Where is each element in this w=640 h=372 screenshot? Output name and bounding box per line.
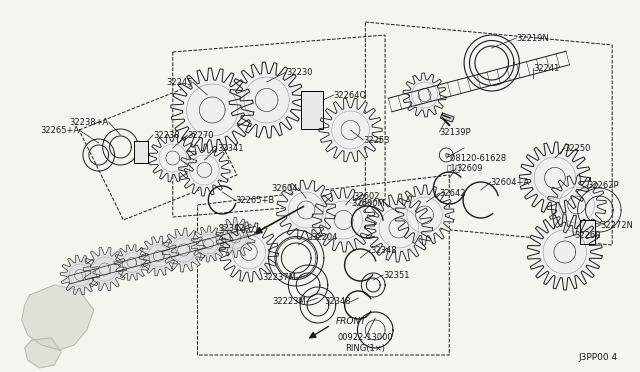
Polygon shape <box>312 188 375 252</box>
Text: J3PP00 4: J3PP00 4 <box>578 353 617 362</box>
Polygon shape <box>171 68 253 152</box>
Polygon shape <box>216 218 255 257</box>
Polygon shape <box>22 285 94 350</box>
Text: 32341: 32341 <box>217 144 244 153</box>
Text: 32272N: 32272N <box>600 221 633 230</box>
Text: 32245: 32245 <box>166 77 193 87</box>
Text: 32348: 32348 <box>324 298 351 307</box>
Text: 32237M: 32237M <box>262 273 296 282</box>
Polygon shape <box>527 214 602 290</box>
Text: 32219N: 32219N <box>516 33 549 42</box>
Polygon shape <box>276 180 335 240</box>
Text: 32264Q: 32264Q <box>333 90 367 99</box>
Text: 32253: 32253 <box>364 135 390 144</box>
Text: °08120-61628: °08120-61628 <box>446 154 506 163</box>
Text: FRONT: FRONT <box>336 317 367 327</box>
Polygon shape <box>191 226 226 262</box>
Bar <box>134 141 148 163</box>
Polygon shape <box>440 113 454 122</box>
Text: 32241: 32241 <box>533 64 559 73</box>
Polygon shape <box>365 194 433 262</box>
Polygon shape <box>149 134 196 182</box>
Polygon shape <box>139 236 179 276</box>
Text: 32342: 32342 <box>218 224 245 232</box>
Text: 32238+A: 32238+A <box>69 118 109 126</box>
Text: 32230: 32230 <box>286 67 313 77</box>
Text: 32260: 32260 <box>575 231 601 240</box>
Text: 32351: 32351 <box>383 270 410 279</box>
Text: 00922-13000: 00922-13000 <box>337 334 393 343</box>
Text: 32348: 32348 <box>371 246 397 254</box>
Text: 32602: 32602 <box>353 192 380 201</box>
Polygon shape <box>25 338 61 368</box>
Bar <box>301 91 323 129</box>
Polygon shape <box>83 247 127 291</box>
Polygon shape <box>229 62 304 138</box>
Polygon shape <box>547 175 606 235</box>
Text: 32642: 32642 <box>440 189 466 198</box>
Text: 32250: 32250 <box>564 144 591 153</box>
Polygon shape <box>60 255 100 295</box>
Text: 32270: 32270 <box>188 131 214 140</box>
Polygon shape <box>179 144 230 196</box>
Polygon shape <box>319 98 382 162</box>
Text: 32238: 32238 <box>153 131 180 140</box>
Polygon shape <box>520 142 591 214</box>
Polygon shape <box>403 73 446 117</box>
Text: B: B <box>444 153 449 157</box>
Text: 32139P: 32139P <box>440 128 471 137</box>
Text: 32604+A: 32604+A <box>491 177 530 186</box>
Text: 32223M: 32223M <box>273 298 306 307</box>
Text: 32604: 32604 <box>272 183 298 192</box>
Text: 32600M: 32600M <box>351 199 385 208</box>
Text: 32265+A: 32265+A <box>40 125 79 135</box>
Polygon shape <box>162 228 205 272</box>
Text: 〈1〉: 〈1〉 <box>446 164 460 173</box>
Polygon shape <box>395 185 454 245</box>
Text: RING(1×): RING(1×) <box>346 343 385 353</box>
Text: 32204: 32204 <box>311 232 337 241</box>
Polygon shape <box>114 245 150 280</box>
Polygon shape <box>220 222 278 282</box>
Text: 32609: 32609 <box>456 164 483 173</box>
Text: 32265+B: 32265+B <box>235 196 275 205</box>
Bar <box>580 220 595 244</box>
Text: 32262P: 32262P <box>588 180 619 189</box>
